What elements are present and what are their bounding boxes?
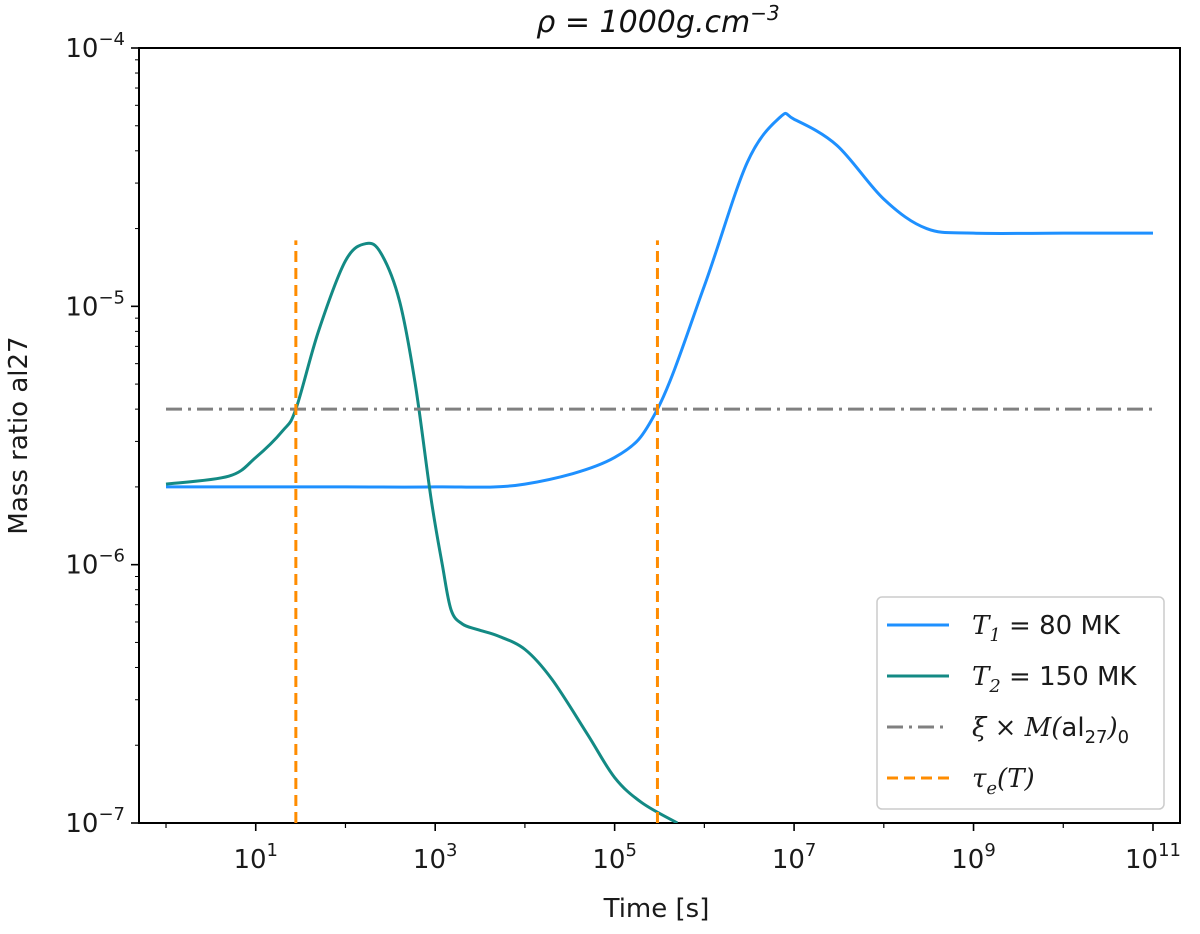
chart-title: ρ = 1000g.cm−3 <box>536 1 779 40</box>
series-0 <box>166 111 1153 489</box>
x-tick-label: 1011 <box>1125 840 1181 875</box>
legend-entry-label: T1 = 80 MK <box>972 611 1121 646</box>
x-tick-label: 109 <box>951 840 996 875</box>
y-tick-label: 10−7 <box>65 804 125 839</box>
legend-entry-label: T2 = 150 MK <box>972 662 1137 697</box>
y-tick-label: 10−5 <box>65 287 125 322</box>
x-tick-label: 105 <box>592 840 637 875</box>
x-axis-label: Time [s] <box>603 894 710 924</box>
legend-box <box>876 596 1165 810</box>
legend-entry-label: τe(T) <box>972 764 1035 799</box>
legend: T1 = 80 MK T2 = 150 MK ξ × M(al27)0 τe(T) <box>876 596 1165 810</box>
series-line <box>166 111 1153 489</box>
x-tick-label: 101 <box>233 840 278 875</box>
series-layer <box>165 111 1153 823</box>
x-tick-label: 103 <box>413 840 458 875</box>
y-axis-label: Mass ratio al27 <box>4 336 34 534</box>
series-3 <box>294 240 659 823</box>
y-tick-label: 10−4 <box>65 29 125 64</box>
y-axis-ticks: 10−4 10−5 10−6 10−7 <box>65 29 139 839</box>
series-line <box>165 241 679 823</box>
x-axis-ticks: 101 103 105 107 109 1011 <box>165 823 1181 875</box>
series-1 <box>165 241 679 823</box>
x-tick-label: 107 <box>772 840 817 875</box>
y-tick-label: 10−6 <box>65 546 125 581</box>
legend-entry-label: ξ × M(al27)0 <box>972 713 1129 748</box>
plot-frame <box>138 47 1181 824</box>
